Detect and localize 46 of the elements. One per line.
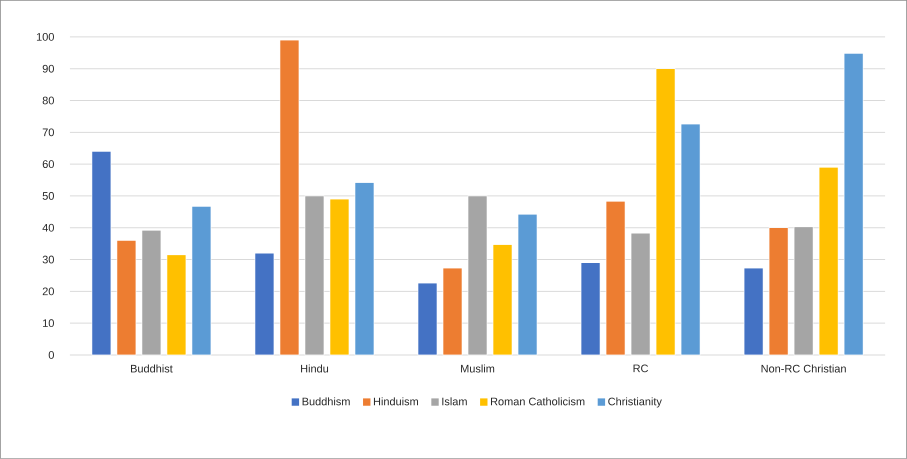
y-tick-label: 20 — [42, 288, 54, 296]
y-tick-label: 100 — [36, 33, 54, 41]
bar — [330, 198, 350, 356]
legend-label: Hinduism — [374, 397, 418, 406]
x-tick-label: Muslim — [461, 364, 494, 373]
bar — [418, 282, 438, 356]
y-tick-label: 10 — [43, 319, 54, 328]
y-tick-label: 40 — [42, 224, 54, 232]
bar — [492, 244, 512, 356]
bar — [606, 201, 626, 356]
bar — [166, 254, 186, 356]
bar — [818, 167, 838, 356]
bar — [354, 182, 374, 356]
bar — [680, 124, 700, 356]
x-tick-label: RC — [634, 364, 648, 372]
bar — [844, 53, 864, 356]
y-tick-label: 30 — [42, 256, 54, 264]
bar — [142, 230, 162, 356]
bar — [630, 232, 650, 356]
x-tick-label: Buddhist — [131, 364, 173, 373]
bar — [254, 252, 274, 356]
bar — [768, 227, 788, 356]
legend-label: Christianity — [608, 397, 662, 408]
x-tick-label: Non-RC Christian — [762, 364, 846, 373]
x-tick-label: Hindu — [301, 364, 328, 373]
bar — [580, 262, 600, 356]
legend-label: Roman Catholicism — [491, 397, 584, 406]
y-tick-label: 70 — [42, 128, 54, 136]
y-tick-label: 90 — [42, 64, 54, 73]
y-tick-label: 0 — [48, 351, 54, 359]
y-tick-label: 60 — [42, 160, 54, 168]
bar — [304, 196, 324, 356]
y-tick-label: 50 — [42, 192, 54, 200]
bar — [116, 240, 136, 356]
bar — [280, 40, 300, 356]
bar — [656, 68, 676, 356]
legend-label: Buddhism — [302, 397, 350, 406]
bar — [794, 226, 814, 356]
bar — [442, 268, 462, 356]
bar — [92, 151, 112, 356]
bar — [518, 214, 538, 356]
y-tick-label: 80 — [42, 96, 54, 104]
bar — [192, 206, 212, 356]
bar — [744, 268, 764, 356]
bar — [468, 196, 488, 356]
legend-label: Islam — [442, 397, 467, 406]
